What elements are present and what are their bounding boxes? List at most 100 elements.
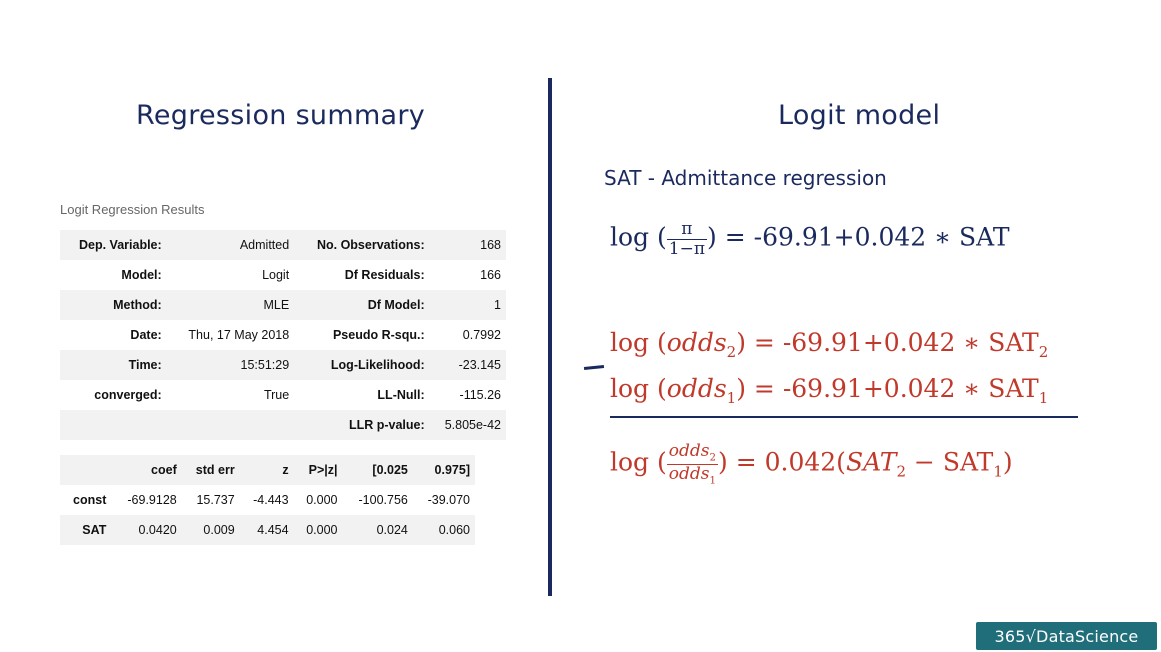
stat-value: -115.26 [459, 388, 501, 402]
coefficient-table: coef std err z P>|z| [0.025 0.975] const… [60, 455, 475, 545]
stat-value: True [263, 388, 290, 402]
subscript: 1 [993, 462, 1003, 481]
odds-var: odds [666, 374, 727, 403]
subscript: 1 [1038, 389, 1049, 407]
table-row: Date: Thu, 17 May 2018 Pseudo R-squ.: 0.… [60, 320, 506, 350]
subscript: 2 [896, 462, 906, 481]
equation-rhs: = -69.91+0.042 ∗ SAT [716, 222, 1010, 252]
cell: 0.0420 [111, 515, 182, 545]
log-label: log [610, 447, 650, 477]
cell: 4.454 [239, 515, 294, 545]
cell: -100.756 [342, 485, 413, 515]
equation-rhs: = 0.042( [727, 447, 846, 477]
equation-rhs: = -69.91+0.042 ∗ SAT [745, 374, 1039, 403]
brand-logo: 365√DataScience [976, 622, 1157, 650]
table-row: const -69.9128 15.737 -4.443 0.000 -100.… [60, 485, 475, 515]
stat-label: LLR p-value: [294, 410, 430, 440]
stat-label: converged: [94, 388, 162, 402]
log-label: log [610, 222, 650, 252]
equation-rhs: = -69.91+0.042 ∗ SAT [745, 328, 1039, 357]
logit-equation: log ( π 1−π ) = -69.91+0.042 ∗ SAT [610, 219, 1010, 259]
summary-table: Dep. Variable: Admitted No. Observations… [60, 230, 506, 440]
regression-summary-heading: Regression summary [136, 100, 426, 131]
results-caption: Logit Regression Results [60, 202, 205, 217]
minus-sign [583, 364, 605, 371]
subtraction-line [610, 416, 1078, 418]
table-row: Time: 15:51:29 Log-Likelihood: -23.145 [60, 350, 506, 380]
odds-var: odds [666, 328, 727, 357]
stat-value: Admitted [166, 230, 295, 260]
cell: 0.009 [181, 515, 240, 545]
stat-label: LL-Null: [377, 388, 425, 402]
odds1-equation: log (odds1) = -69.91+0.042 ∗ SAT1 [610, 374, 1049, 407]
column-header: coef [111, 455, 182, 485]
numerator: π [666, 220, 708, 240]
row-label: SAT [60, 515, 112, 545]
column-header: 0.975] [412, 455, 475, 485]
stat-label: Method: [60, 290, 167, 320]
denominator: 1−π [668, 238, 706, 259]
difference-equation: log ( odds2 odds1 ) = 0.042(SAT2 − SAT1) [610, 441, 1013, 487]
cell: -69.9128 [111, 485, 182, 515]
subscript: 2 [1038, 343, 1049, 361]
log-label: log [610, 374, 650, 403]
stat-value: MLE [166, 290, 295, 320]
stat-label: Pseudo R-squ.: [332, 328, 425, 342]
denominator: odds1 [667, 463, 718, 487]
sat-var: SAT [845, 447, 897, 477]
stat-value: Logit [262, 268, 290, 282]
odds-var: odds [668, 441, 710, 461]
table-row: Method: MLE Df Model: 1 [60, 290, 506, 320]
row-label: const [60, 485, 112, 515]
model-subtitle: SAT - Admittance regression [604, 166, 887, 190]
table-row: Model: Logit Df Residuals: 166 [60, 260, 506, 290]
close-paren: ) [1002, 447, 1013, 477]
table-row: Dep. Variable: Admitted No. Observations… [60, 230, 506, 260]
fraction: odds2 odds1 [666, 441, 718, 487]
cell: 0.000 [293, 515, 343, 545]
cell: 0.000 [293, 485, 343, 515]
cell: 15.737 [181, 485, 240, 515]
subscript: 2 [709, 452, 716, 464]
stat-label [60, 410, 167, 440]
cell: 0.060 [412, 515, 475, 545]
log-label: log [610, 328, 650, 357]
stat-label: Dep. Variable: [60, 230, 167, 260]
table-row: LLR p-value: 5.805e-42 [60, 410, 506, 440]
stat-value: 5.805e-42 [429, 410, 506, 440]
stat-label: Log-Likelihood: [294, 350, 430, 380]
odds-var: odds [668, 463, 710, 484]
table-header-row: coef std err z P>|z| [0.025 0.975] [60, 455, 475, 485]
stat-value: -23.145 [429, 350, 506, 380]
stat-label: No. Observations: [294, 230, 430, 260]
equation-minus: − SAT [905, 447, 994, 477]
odds2-equation: log (odds2) = -69.91+0.042 ∗ SAT2 [610, 328, 1049, 361]
cell: -4.443 [239, 485, 294, 515]
stat-value: 15:51:29 [166, 350, 295, 380]
stat-value: 0.7992 [462, 328, 501, 342]
stat-value [166, 410, 295, 440]
column-header: z [239, 455, 294, 485]
column-header: std err [181, 455, 240, 485]
stat-value: 166 [480, 268, 501, 282]
table-row: SAT 0.0420 0.009 4.454 0.000 0.024 0.060 [60, 515, 475, 545]
numerator: odds2 [666, 441, 718, 465]
stat-value: 1 [429, 290, 506, 320]
subscript: 2 [726, 343, 737, 361]
vertical-divider [548, 78, 552, 596]
fraction: π 1−π [666, 220, 708, 259]
stat-label: Df Residuals: [344, 268, 425, 282]
cell: -39.070 [412, 485, 475, 515]
column-header: P>|z| [293, 455, 343, 485]
stat-label: Time: [60, 350, 167, 380]
subscript: 1 [709, 475, 716, 486]
column-header: [0.025 [342, 455, 413, 485]
logit-model-heading: Logit model [778, 100, 941, 131]
cell: 0.024 [342, 515, 413, 545]
stat-label: Date: [130, 328, 162, 342]
table-row: converged: True LL-Null: -115.26 [60, 380, 506, 410]
stat-value: 168 [429, 230, 506, 260]
subscript: 1 [726, 389, 737, 407]
stat-label: Model: [121, 268, 162, 282]
stat-label: Df Model: [294, 290, 430, 320]
